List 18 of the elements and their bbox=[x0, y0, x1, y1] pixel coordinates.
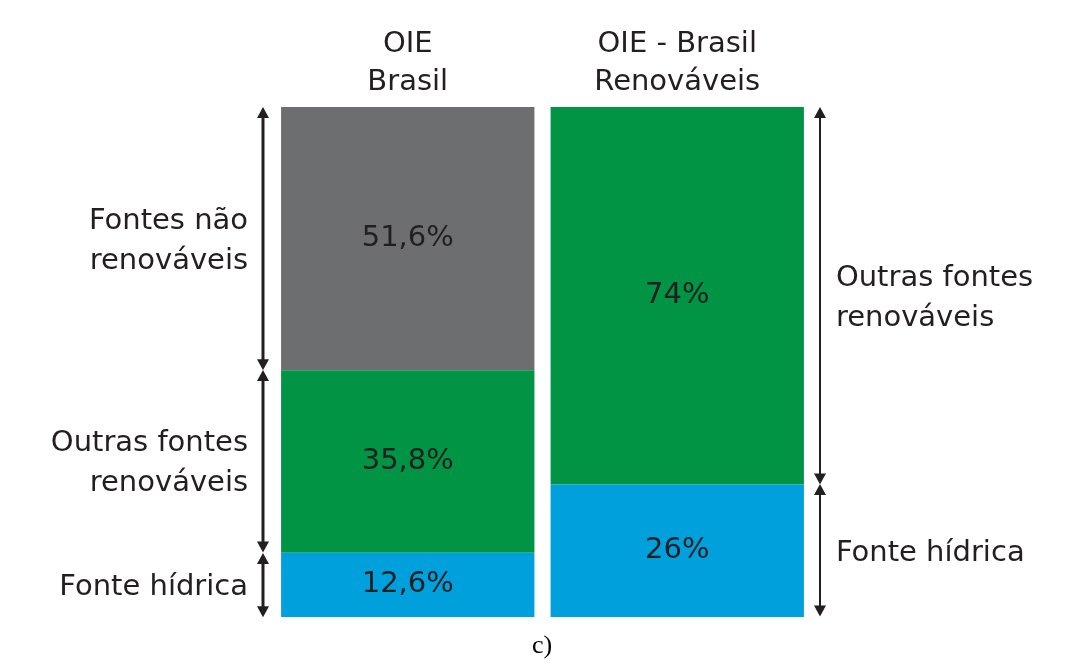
series-label: Fontes não renováveis bbox=[87, 200, 249, 278]
bar bbox=[281, 370, 535, 553]
x-tick-label: OIE Brasil bbox=[367, 24, 449, 99]
series-label: Fonte hídrica bbox=[835, 532, 1026, 570]
x-tick-label: OIE - Brasil Renováveis bbox=[594, 24, 761, 99]
bar bbox=[281, 107, 535, 371]
bar bbox=[550, 107, 804, 485]
text: Outras fontes renováveis bbox=[50, 424, 249, 499]
data-label: 12,6% bbox=[361, 565, 454, 600]
text: c) bbox=[530, 630, 554, 660]
data-label: 26% bbox=[645, 531, 710, 566]
data-label: 74% bbox=[645, 276, 710, 311]
bar bbox=[550, 484, 804, 617]
series-label: Outras fontes renováveis bbox=[835, 257, 1035, 335]
data-label: 35,8% bbox=[361, 441, 454, 476]
bar bbox=[281, 552, 535, 617]
text: Fonte hídrica bbox=[59, 567, 249, 602]
data-label: 51,6% bbox=[361, 219, 454, 254]
